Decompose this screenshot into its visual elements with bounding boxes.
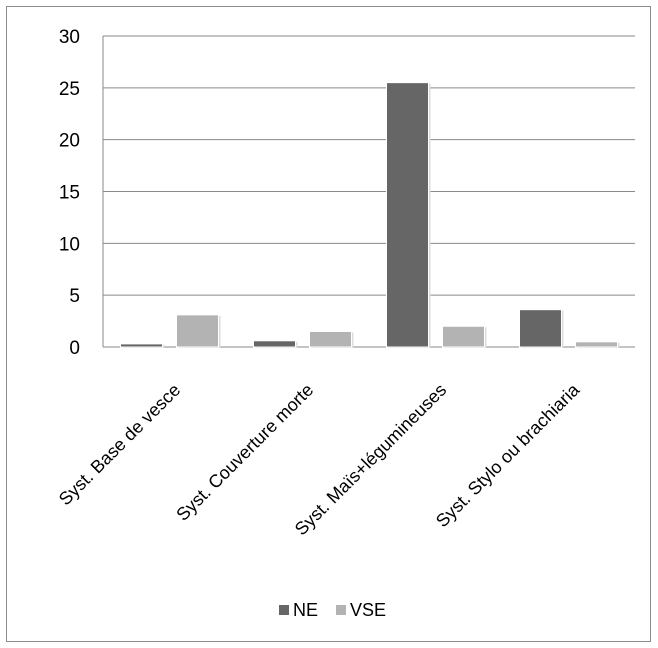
y-tick-label: 30 [59, 27, 80, 48]
bar-ne-3 [386, 82, 429, 348]
bar-vse-1 [176, 314, 219, 348]
x-category-label: Syst. Base de vesce [55, 380, 184, 509]
y-tick-label: 15 [59, 183, 80, 204]
legend-swatch-vse [336, 605, 346, 615]
legend-label-vse: VSE [350, 600, 386, 620]
bars [120, 82, 620, 349]
bar-vse-3 [442, 325, 485, 348]
gridlines [102, 35, 635, 348]
y-tick-label: 5 [69, 286, 80, 307]
y-tick-label: 0 [69, 338, 80, 359]
y-tick-label: 25 [59, 79, 80, 100]
legend: NE VSE [279, 600, 386, 620]
x-category-label: Syst. Maïs+légumineuses [291, 380, 451, 540]
y-tick-label: 10 [59, 234, 80, 255]
bar-ne-4 [519, 309, 562, 348]
bar-vse-2 [309, 330, 352, 348]
bar-ne-2 [253, 340, 296, 348]
legend-swatch-ne [279, 605, 289, 615]
bar-vse-4 [575, 341, 618, 348]
x-category-label: Syst. Couverture morte [172, 380, 317, 525]
legend-label-ne: NE [293, 600, 318, 620]
y-axis-tick-labels: 0 5 10 15 20 25 30 [59, 27, 80, 359]
x-category-label: Syst. Stylo ou brachiaria [432, 379, 584, 531]
y-tick-label: 20 [59, 131, 80, 152]
bar-ne-1 [120, 343, 163, 348]
chart-frame: 0 5 10 15 20 25 30 Syst. Base de vesce Syst. Co… [6, 6, 651, 642]
